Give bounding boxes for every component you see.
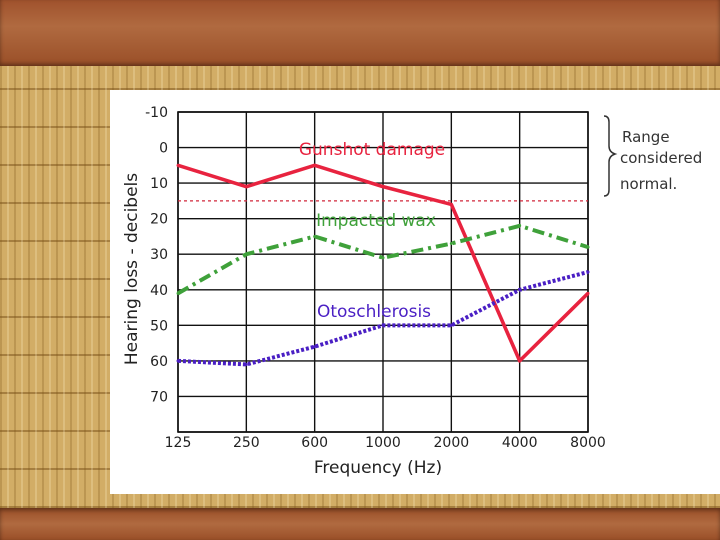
y-tick-label: 20	[150, 212, 168, 228]
x-tick-label: 125	[165, 435, 192, 451]
chart-grid	[177, 111, 589, 433]
x-tick-label: 250	[233, 435, 260, 451]
data-point	[313, 163, 317, 167]
data-point	[381, 323, 385, 327]
data-point	[244, 362, 248, 366]
data-point	[586, 245, 590, 249]
y-tick-label: 50	[150, 318, 168, 334]
bottom-wood-band	[0, 508, 720, 540]
y-tick-label: 10	[150, 176, 168, 192]
data-point	[244, 252, 248, 256]
y-tick-label: -10	[145, 105, 168, 121]
data-point	[586, 270, 590, 274]
data-point	[518, 359, 522, 363]
y-tick-label: 30	[150, 247, 168, 263]
data-point	[176, 291, 180, 295]
range-annotation-line-3: normal.	[620, 175, 677, 193]
data-point	[449, 242, 453, 246]
data-point	[176, 163, 180, 167]
hearing-loss-chart: -10 0 10 20 30 40 50 60 70 125 250 600 1000 2000 4000…	[122, 105, 702, 478]
y-tick-label: 70	[150, 389, 168, 405]
data-point	[381, 185, 385, 189]
series-label-otoschlerosis: Otoschlerosis	[317, 302, 431, 322]
data-point	[381, 256, 385, 260]
data-point	[518, 288, 522, 292]
data-point	[176, 359, 180, 363]
range-brace-icon	[603, 115, 618, 197]
range-annotation-line-2: considered	[620, 149, 702, 167]
series-label-impacted-wax: Impacted wax	[316, 211, 436, 231]
data-point	[313, 345, 317, 349]
x-axis-label: Frequency (Hz)	[314, 458, 442, 478]
y-tick-label: 40	[150, 283, 168, 299]
x-tick-label: 1000	[365, 435, 401, 451]
y-tick-label: 60	[150, 354, 168, 370]
data-point	[449, 323, 453, 327]
data-point	[244, 185, 248, 189]
data-point	[586, 291, 590, 295]
series-label-gunshot-damage: Gunshot damage	[299, 140, 445, 160]
x-tick-label: 600	[301, 435, 328, 451]
y-axis-label: Hearing loss - decibels	[122, 173, 142, 365]
series-layer	[176, 163, 590, 367]
y-tick-label: 0	[159, 141, 168, 157]
x-tick-label: 2000	[434, 435, 470, 451]
data-point	[313, 234, 317, 238]
range-annotation-line-1: Range	[622, 128, 670, 146]
x-tick-label: 8000	[570, 435, 606, 451]
x-tick-labels: 125 250 600 1000 2000 4000 8000	[165, 435, 606, 451]
data-point	[449, 202, 453, 206]
x-tick-label: 4000	[502, 435, 538, 451]
y-tick-labels: -10 0 10 20 30 40 50 60 70	[145, 105, 168, 405]
chart-panel: -10 0 10 20 30 40 50 60 70 125 250 600 1000 2000 4000…	[110, 90, 720, 494]
top-wood-band	[0, 0, 720, 66]
data-point	[518, 224, 522, 228]
